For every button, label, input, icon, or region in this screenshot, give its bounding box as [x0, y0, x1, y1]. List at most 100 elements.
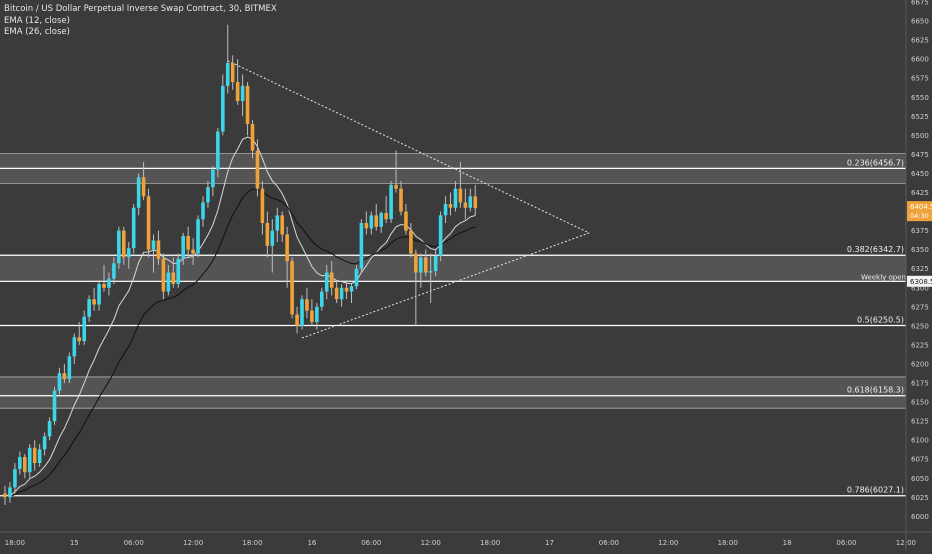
candle — [57, 367, 62, 395]
candle — [438, 211, 443, 262]
candle — [384, 196, 388, 223]
candle-body — [87, 299, 91, 317]
candle — [419, 253, 423, 288]
candle-body — [23, 456, 27, 473]
candle-body — [230, 62, 235, 83]
candle — [463, 188, 468, 220]
y-tick-label: 6000 — [911, 513, 929, 521]
candle-body — [295, 314, 299, 326]
candle-body — [171, 272, 176, 284]
candle-body — [176, 258, 181, 284]
candle — [320, 287, 324, 311]
candle-body — [334, 287, 339, 300]
candle — [122, 226, 126, 265]
x-tick-label: 06:00 — [599, 539, 619, 547]
candle — [151, 234, 156, 273]
candle — [72, 333, 77, 364]
y-tick-label: 6275 — [911, 303, 929, 311]
candle — [359, 219, 364, 273]
candle — [428, 253, 433, 304]
ema-26-line — [4, 188, 476, 498]
candle-body — [453, 188, 458, 208]
candle-body — [186, 235, 190, 250]
candle-body — [201, 202, 205, 220]
candle-body — [72, 337, 77, 357]
candle — [211, 165, 215, 197]
candle — [260, 181, 265, 235]
candle — [62, 363, 67, 384]
y-tick-label: 6075 — [911, 456, 929, 464]
candle-body — [473, 196, 478, 209]
legend-ema-12[interactable]: EMA (12, close) — [4, 15, 70, 26]
candle — [404, 203, 408, 235]
y-tick-label: 6675 — [911, 0, 929, 7]
candle — [458, 162, 463, 208]
candle — [235, 59, 240, 105]
candle — [409, 222, 413, 258]
candle-body — [315, 306, 319, 323]
candle-body — [122, 230, 126, 258]
candle-body — [389, 184, 393, 220]
candle-body — [329, 272, 334, 288]
fib-level-label: 0.5(6250.5) — [857, 315, 904, 324]
candle-body — [384, 213, 388, 220]
weekly-open-tag-bg — [907, 275, 932, 287]
candle — [206, 181, 210, 208]
legend-ema-26[interactable]: EMA (26, close) — [4, 27, 70, 37]
candle — [156, 230, 161, 265]
current-price-tag: 6404.504:30 — [907, 201, 932, 222]
candle — [112, 257, 116, 284]
x-tick-label: 15 — [70, 539, 79, 547]
candle — [216, 127, 220, 178]
candle-body — [107, 278, 111, 288]
candle-body — [141, 177, 146, 197]
candle — [349, 283, 354, 304]
zone-band — [0, 376, 906, 409]
y-tick-label: 6600 — [911, 56, 929, 64]
candle-body — [216, 131, 220, 170]
candle-body — [206, 187, 210, 203]
candle-body — [458, 188, 463, 203]
candle — [453, 181, 458, 212]
triangle-layer — [227, 60, 590, 339]
candle-body — [161, 258, 166, 292]
candle — [280, 211, 284, 243]
candle-body — [211, 169, 215, 188]
candle — [374, 203, 379, 231]
candle — [47, 417, 52, 441]
candle — [448, 192, 453, 216]
y-tick-label: 6325 — [911, 265, 929, 273]
candle-body — [37, 449, 42, 464]
candle-body — [221, 85, 225, 132]
y-tick-label: 6450 — [911, 170, 929, 178]
candle-body — [62, 373, 67, 380]
candle-body — [82, 316, 86, 342]
candle-body — [310, 310, 314, 323]
candle — [37, 443, 42, 467]
y-tick-label: 6250 — [911, 322, 929, 330]
y-tick-label: 6575 — [911, 75, 929, 83]
y-tick-label: 6625 — [911, 37, 929, 45]
current-price-countdown: 04:30 — [910, 212, 929, 220]
candle-body — [156, 240, 161, 259]
candle-body — [275, 215, 280, 231]
candle-body — [97, 283, 101, 305]
candle-body — [126, 248, 131, 258]
y-tick-label: 6300 — [911, 284, 929, 292]
candle-body — [67, 356, 72, 380]
candle — [389, 181, 393, 223]
candle-body — [409, 230, 413, 254]
candle — [339, 283, 344, 307]
level-labels-layer: 0.236(6456.7) 0.382(6342.7) 0.5(6250.5) 0.6… — [847, 158, 906, 494]
candle-body — [448, 203, 453, 208]
candle — [369, 211, 374, 235]
y-tick-label: 6525 — [911, 113, 929, 121]
candle-body — [374, 215, 379, 227]
candle-body — [27, 447, 32, 473]
x-tick-label: 06:00 — [361, 539, 381, 547]
candle — [201, 196, 205, 227]
candle-body — [324, 272, 329, 292]
candle-body — [32, 447, 37, 464]
